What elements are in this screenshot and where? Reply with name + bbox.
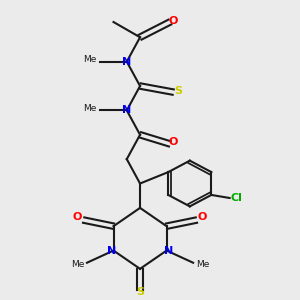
Text: Me: Me <box>196 260 209 269</box>
Text: Me: Me <box>71 260 84 269</box>
Text: O: O <box>73 212 82 222</box>
Text: N: N <box>122 57 131 67</box>
Text: O: O <box>169 137 178 147</box>
Text: Me: Me <box>84 55 97 64</box>
Text: N: N <box>164 246 173 256</box>
Text: S: S <box>136 287 144 297</box>
Text: O: O <box>198 212 207 222</box>
Text: N: N <box>107 246 116 256</box>
Text: S: S <box>174 85 182 96</box>
Text: O: O <box>169 16 178 26</box>
Text: N: N <box>122 105 131 116</box>
Text: Me: Me <box>84 104 97 113</box>
Text: Cl: Cl <box>231 193 243 203</box>
